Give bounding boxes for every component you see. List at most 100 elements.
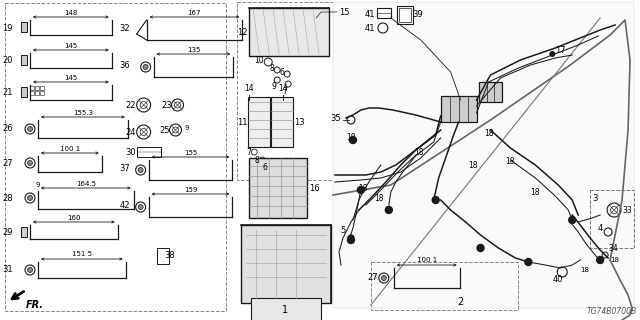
Text: 18: 18: [484, 129, 493, 138]
Bar: [237, 2, 337, 180]
Circle shape: [596, 257, 604, 263]
Text: 159: 159: [184, 187, 197, 193]
Text: 164.5: 164.5: [76, 180, 96, 187]
Text: 40: 40: [553, 276, 563, 284]
Circle shape: [569, 217, 576, 223]
Bar: [35, 86, 39, 90]
Text: 13: 13: [294, 117, 305, 126]
Text: 148: 148: [64, 10, 77, 15]
Circle shape: [525, 259, 532, 266]
Text: 41: 41: [364, 23, 375, 33]
Bar: [248, 97, 270, 147]
Text: 18: 18: [346, 132, 356, 141]
Text: 11: 11: [237, 117, 247, 126]
Text: 35: 35: [330, 114, 341, 123]
Bar: [333, 2, 634, 308]
Text: 6: 6: [279, 68, 284, 76]
Text: 30: 30: [125, 148, 136, 156]
Text: 8: 8: [255, 156, 259, 164]
Text: 15: 15: [339, 7, 349, 17]
Circle shape: [357, 187, 364, 194]
Text: 25: 25: [159, 125, 170, 134]
Text: 3: 3: [592, 194, 598, 203]
Text: 26: 26: [3, 124, 13, 132]
Bar: [35, 91, 39, 95]
Bar: [21, 227, 27, 237]
Bar: [137, 147, 161, 157]
Bar: [30, 91, 34, 95]
Bar: [399, 8, 411, 22]
Bar: [157, 248, 168, 264]
Text: 9: 9: [184, 125, 189, 131]
Text: 42: 42: [119, 201, 130, 210]
Text: 151 5: 151 5: [72, 252, 92, 258]
Text: 28: 28: [3, 194, 13, 203]
Circle shape: [349, 137, 356, 143]
Text: 12: 12: [237, 28, 247, 36]
Text: 27: 27: [3, 158, 13, 167]
Bar: [21, 55, 27, 65]
Text: 7: 7: [246, 148, 252, 156]
Text: 10: 10: [255, 55, 264, 65]
Bar: [271, 97, 293, 147]
Bar: [397, 6, 413, 24]
Bar: [30, 86, 34, 90]
Text: 36: 36: [119, 60, 130, 69]
Bar: [371, 262, 518, 310]
Text: 33: 33: [622, 205, 632, 214]
Text: 18: 18: [531, 188, 540, 196]
Text: 34: 34: [608, 244, 618, 252]
Text: 27: 27: [367, 274, 378, 283]
Bar: [250, 158, 307, 218]
Text: 8: 8: [269, 63, 274, 73]
Text: 41: 41: [364, 10, 375, 19]
Text: 14: 14: [244, 84, 254, 93]
Text: 39: 39: [413, 10, 424, 19]
Text: 100 1: 100 1: [417, 258, 437, 263]
Text: 32: 32: [119, 23, 130, 33]
Circle shape: [28, 126, 33, 132]
Circle shape: [28, 268, 33, 273]
Bar: [21, 87, 27, 97]
Bar: [377, 8, 391, 18]
Text: 4: 4: [598, 223, 603, 233]
Text: FR.: FR.: [26, 300, 44, 310]
Circle shape: [28, 196, 33, 201]
Circle shape: [432, 196, 439, 204]
Circle shape: [381, 276, 387, 281]
Text: 31: 31: [3, 266, 13, 275]
Text: 18: 18: [358, 183, 367, 193]
Text: 167: 167: [188, 10, 201, 15]
Bar: [40, 86, 44, 90]
Circle shape: [348, 236, 355, 244]
Text: 18: 18: [610, 257, 619, 263]
Bar: [21, 22, 27, 32]
Bar: [441, 96, 477, 122]
Bar: [241, 225, 331, 303]
Text: 21: 21: [3, 87, 13, 97]
Circle shape: [28, 161, 33, 165]
Text: 17: 17: [556, 45, 566, 54]
Bar: [252, 298, 321, 320]
Bar: [40, 91, 44, 95]
Text: 18: 18: [580, 267, 589, 273]
Text: 6: 6: [262, 163, 268, 172]
Text: 5: 5: [340, 226, 346, 235]
Circle shape: [138, 204, 143, 210]
Text: 155.3: 155.3: [73, 109, 93, 116]
Circle shape: [549, 51, 556, 57]
Text: 7: 7: [283, 87, 287, 96]
Text: 24: 24: [125, 127, 136, 137]
Text: 16: 16: [309, 183, 320, 193]
Text: 22: 22: [125, 100, 136, 109]
Text: 18: 18: [414, 148, 424, 156]
Bar: [479, 82, 502, 102]
Text: 9: 9: [36, 182, 40, 188]
Text: 155: 155: [184, 149, 197, 156]
Text: 100 1: 100 1: [60, 146, 80, 151]
Circle shape: [348, 235, 354, 241]
Text: 37: 37: [119, 164, 130, 172]
Text: TG74B0700B: TG74B0700B: [587, 307, 637, 316]
Text: 145: 145: [64, 43, 77, 49]
Text: 2: 2: [458, 297, 464, 307]
